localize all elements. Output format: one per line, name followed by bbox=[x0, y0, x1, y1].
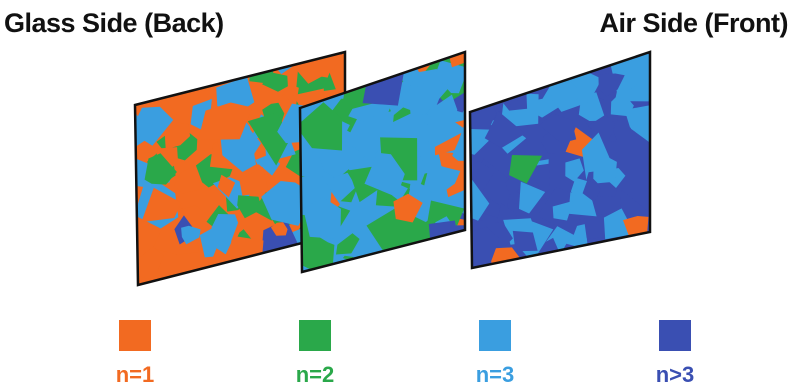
legend-label: n=2 bbox=[296, 362, 335, 387]
grain bbox=[582, 52, 601, 70]
grain bbox=[465, 72, 485, 95]
grain bbox=[486, 63, 525, 97]
grain bbox=[222, 38, 252, 68]
right-title: Air Side (Front) bbox=[600, 8, 789, 38]
grain bbox=[506, 44, 544, 87]
grain bbox=[550, 249, 593, 280]
legend-label: n>3 bbox=[656, 362, 695, 387]
grain bbox=[239, 47, 253, 62]
grain bbox=[450, 227, 499, 279]
grain bbox=[473, 71, 493, 90]
legend-label: n=1 bbox=[116, 362, 155, 387]
grain bbox=[171, 46, 214, 85]
grain bbox=[447, 36, 475, 67]
legend-swatch bbox=[479, 320, 511, 351]
grain bbox=[118, 43, 160, 81]
grain bbox=[272, 269, 303, 297]
grain bbox=[465, 48, 485, 68]
grain bbox=[463, 73, 493, 103]
grain bbox=[367, 250, 414, 281]
diagram: Glass Side (Back) Air Side (Front) n=1n=… bbox=[0, 0, 792, 388]
grain bbox=[479, 50, 509, 76]
legend-swatch bbox=[119, 320, 151, 351]
grain bbox=[406, 248, 468, 289]
grain bbox=[470, 46, 495, 64]
grain bbox=[624, 107, 668, 128]
panels bbox=[112, 27, 668, 297]
grain bbox=[611, 239, 633, 256]
left-title: Glass Side (Back) bbox=[4, 8, 224, 38]
grain bbox=[185, 43, 219, 75]
grain bbox=[232, 261, 265, 291]
legend: n=1 n=2 n=3 n>3 bbox=[116, 320, 695, 387]
grain bbox=[471, 45, 500, 67]
legend-swatch bbox=[659, 320, 691, 351]
legend-label: n=3 bbox=[476, 362, 515, 387]
legend-swatch bbox=[299, 320, 331, 351]
